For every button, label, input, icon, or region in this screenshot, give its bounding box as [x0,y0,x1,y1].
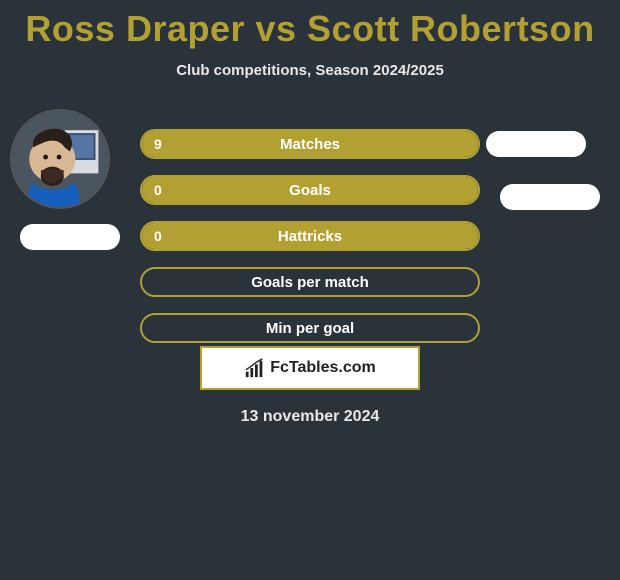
stat-value: 0 [154,182,162,198]
stat-bar-goals-per-match: Goals per match [140,267,480,297]
stat-label: Min per goal [266,320,354,337]
stat-bar-min-per-goal: Min per goal [140,313,480,343]
stat-label: Matches [280,136,340,153]
brand-logo-box: FcTables.com [200,346,420,390]
stat-bars: 9 Matches 0 Goals 0 Hattricks Goals per … [140,129,480,359]
chart-icon [244,357,266,379]
player2-blank-badge-1 [486,131,586,157]
stat-bar-goals: 0 Goals [140,175,480,205]
stat-bar-matches: 9 Matches [140,129,480,159]
stat-label: Goals [289,182,331,199]
page-title: Ross Draper vs Scott Robertson [0,0,620,50]
brand-logo-text: FcTables.com [270,359,376,377]
player1-avatar [10,109,110,209]
stat-value: 0 [154,228,162,244]
stat-bar-hattricks: 0 Hattricks [140,221,480,251]
page-subtitle: Club competitions, Season 2024/2025 [0,62,620,79]
player1-blank-badge [20,224,120,250]
stat-label: Hattricks [278,228,342,245]
stat-label: Goals per match [251,274,369,291]
player1-avatar-image [12,111,108,207]
date-label: 13 november 2024 [0,408,620,426]
stat-value: 9 [154,136,162,152]
player2-blank-badge-2 [500,184,600,210]
